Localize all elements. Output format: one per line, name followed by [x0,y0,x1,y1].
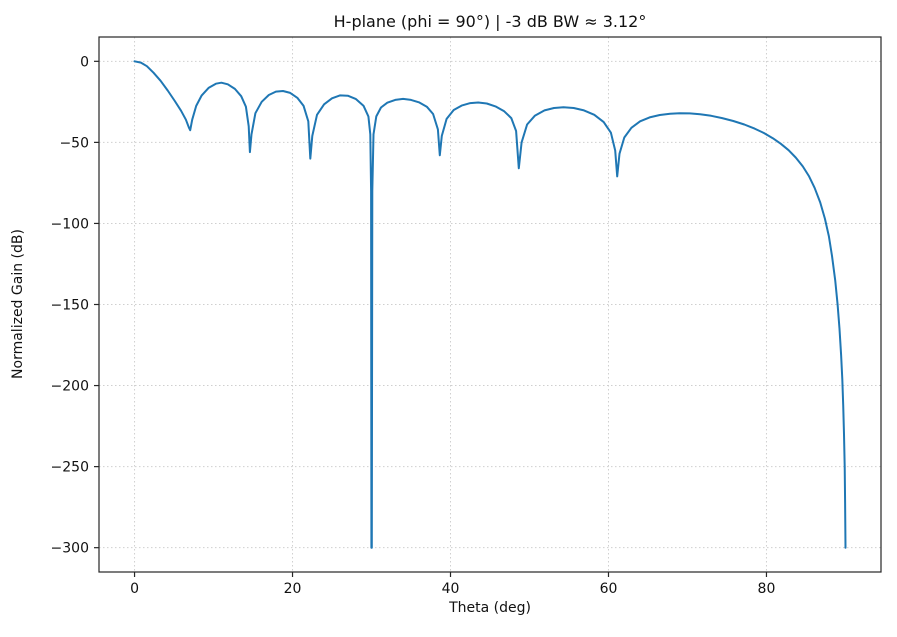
y-tick-label: −200 [51,379,89,395]
y-tick-label: −300 [51,541,89,557]
y-tick-label: −250 [51,460,89,476]
x-axis-label: Theta (deg) [449,600,531,616]
y-tick-label: −100 [51,216,89,232]
x-tick-label: 40 [442,581,460,597]
x-tick-label: 60 [600,581,618,597]
data-line [133,60,847,549]
y-tick-label: −50 [59,135,89,151]
x-tick-label: 20 [284,581,302,597]
x-tick-label: 80 [758,581,776,597]
chart-title: H-plane (phi = 90°) | -3 dB BW ≈ 3.12° [333,12,647,31]
y-tick-label: −150 [51,298,89,314]
x-tick-label: 0 [130,581,139,597]
y-tick-label: 0 [80,54,89,70]
